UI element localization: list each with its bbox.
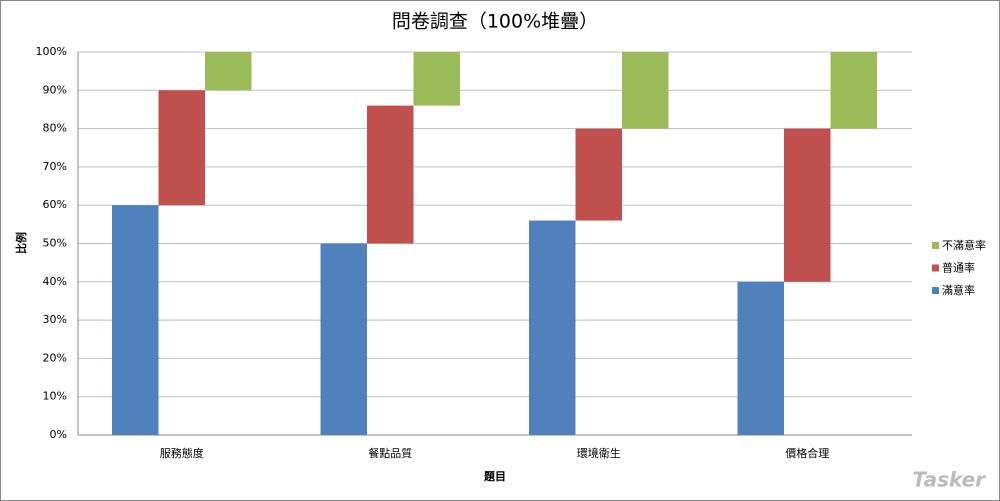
- bar: [622, 52, 669, 129]
- y-tick-label: 0%: [50, 428, 67, 441]
- x-tick-label: 價格合理: [785, 446, 829, 460]
- y-tick-label: 90%: [43, 83, 67, 96]
- y-tick-label: 70%: [43, 160, 67, 173]
- y-tick-label: 50%: [43, 237, 67, 250]
- legend-swatch: [932, 264, 939, 272]
- legend-label: 滿意率: [942, 283, 975, 297]
- legend-swatch: [932, 242, 939, 249]
- y-tick-label: 30%: [43, 313, 67, 326]
- y-tick-label: 40%: [43, 275, 67, 288]
- y-axis-label: 比例: [14, 232, 28, 254]
- chart-title: 問卷調查（100%堆疊）: [392, 11, 598, 33]
- bar: [737, 281, 784, 435]
- x-axis-label: 題目: [484, 470, 506, 483]
- y-tick-label: 60%: [43, 198, 67, 211]
- bar: [112, 205, 159, 435]
- y-tick-label: 80%: [43, 122, 67, 135]
- bar: [367, 105, 414, 244]
- y-tick-label: 20%: [43, 351, 67, 364]
- x-tick-label: 服務態度: [160, 446, 204, 460]
- y-tick-label: 100%: [36, 45, 67, 58]
- y-tick-label: 10%: [43, 390, 67, 403]
- x-tick-label: 餐點品質: [368, 446, 412, 460]
- bar: [529, 220, 576, 435]
- bar: [575, 128, 622, 221]
- bar: [205, 52, 252, 91]
- bar: [320, 243, 367, 435]
- x-tick-label: 環境衛生: [577, 446, 621, 460]
- legend-swatch: [932, 287, 939, 294]
- bar: [784, 128, 831, 282]
- legend-label: 不滿意率: [942, 238, 986, 252]
- watermark: Tasker: [912, 468, 986, 492]
- bar: [413, 52, 460, 106]
- legend-label: 普通率: [942, 261, 975, 275]
- bar: [830, 52, 877, 129]
- bar: [158, 90, 205, 206]
